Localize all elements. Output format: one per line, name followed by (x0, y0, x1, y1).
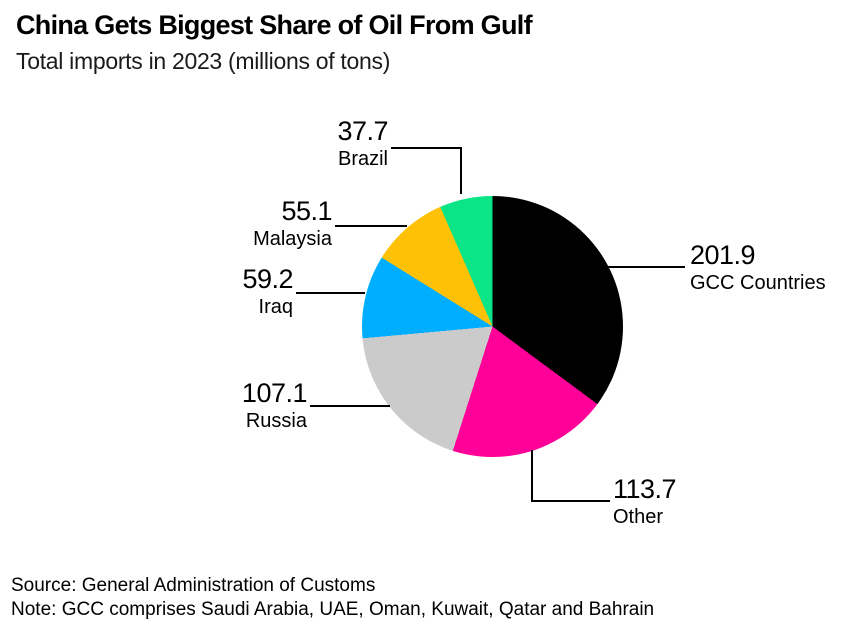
callout-russia: 107.1 Russia (241, 378, 308, 433)
leader-line-other-horizontal (531, 500, 610, 502)
callout-label-other: Other (613, 506, 664, 528)
callout-malaysia: 55.1 Malaysia (253, 196, 332, 251)
chart-title: China Gets Biggest Share of Oil From Gul… (16, 10, 533, 40)
leader-line-iraq (296, 292, 365, 294)
chart-footer: Source: General Administration of Custom… (11, 574, 654, 622)
pie-chart (362, 196, 623, 457)
callout-label-gcc: GCC Countries (690, 272, 826, 294)
callout-label-malaysia: Malaysia (253, 228, 332, 250)
leader-line-other-vertical (531, 450, 533, 502)
callout-value-iraq: 59.2 (242, 264, 293, 294)
callout-value-brazil: 37.7 (337, 116, 388, 146)
leader-line-russia (310, 405, 390, 407)
note-text: Note: GCC comprises Saudi Arabia, UAE, O… (11, 599, 655, 620)
callout-value-other: 113.7 (613, 474, 677, 504)
callout-label-brazil: Brazil (337, 148, 388, 170)
leader-line-malaysia (335, 225, 407, 227)
leader-line-brazil-horizontal (391, 147, 462, 149)
callout-label-iraq: Iraq (258, 296, 293, 318)
callout-gcc: 201.9 GCC Countries (690, 240, 826, 295)
chart-subtitle: Total imports in 2023 (millions of tons) (16, 48, 391, 74)
source-text: Source: General Administration of Custom… (11, 575, 376, 596)
callout-value-malaysia: 55.1 (281, 196, 332, 226)
leader-line-gcc (607, 266, 685, 268)
callout-value-russia: 107.1 (241, 378, 308, 408)
callout-label-russia: Russia (245, 410, 307, 432)
callout-other: 113.7 Other (613, 474, 677, 529)
callout-value-gcc: 201.9 (690, 240, 756, 270)
callout-iraq: 59.2 Iraq (242, 264, 293, 319)
leader-line-brazil-vertical (460, 147, 462, 194)
callout-brazil: 37.7 Brazil (337, 116, 388, 171)
